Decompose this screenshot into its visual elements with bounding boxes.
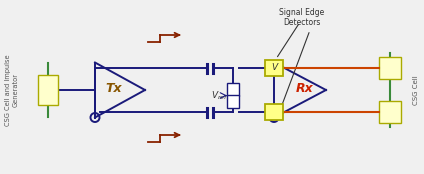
Bar <box>265 60 283 76</box>
Bar <box>227 95 239 108</box>
Text: V: V <box>271 64 277 73</box>
Bar <box>265 104 283 120</box>
Text: Rx: Rx <box>296 81 314 94</box>
Bar <box>379 101 401 123</box>
Bar <box>38 75 58 105</box>
Text: $V_{ref}$: $V_{ref}$ <box>211 89 229 102</box>
Text: Tx: Tx <box>106 81 122 94</box>
Text: CSG Cell and Impulse
Generator: CSG Cell and Impulse Generator <box>6 54 19 126</box>
Text: Signal Edge
Detectors: Signal Edge Detectors <box>279 8 325 27</box>
Bar <box>379 57 401 79</box>
Text: CSG Cell: CSG Cell <box>413 75 419 105</box>
Bar <box>227 83 239 96</box>
